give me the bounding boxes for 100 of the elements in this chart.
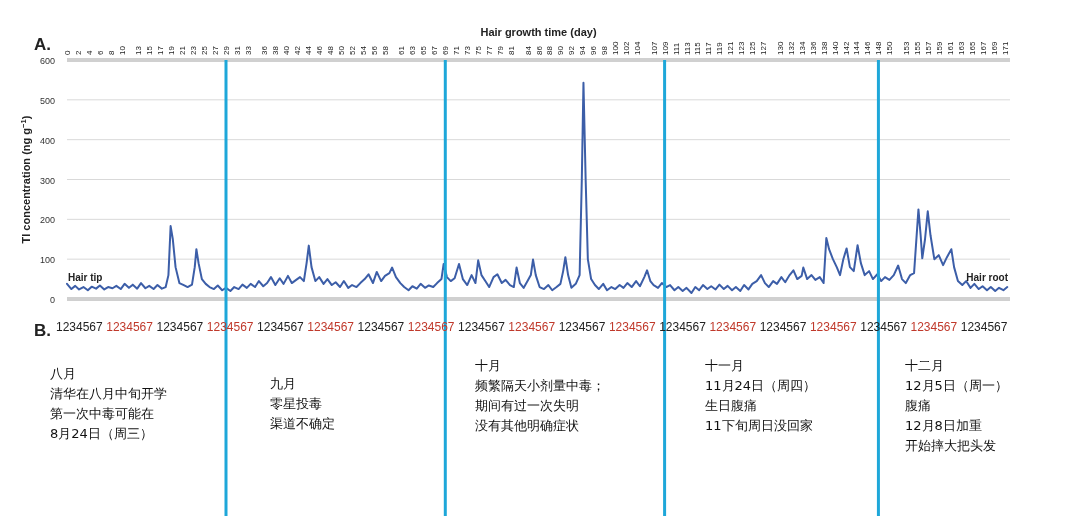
text: 九月 bbox=[270, 376, 296, 391]
x-tick-label: 48 bbox=[326, 45, 336, 55]
x-tick-label: 130 bbox=[775, 41, 785, 55]
text: B. bbox=[34, 321, 51, 340]
text: 1234567 bbox=[307, 320, 355, 334]
x-tick-label: 58 bbox=[380, 45, 390, 55]
text: 1234567 bbox=[759, 320, 807, 334]
x-tick-label: 44 bbox=[304, 45, 314, 55]
x-tick-label: 36 bbox=[260, 45, 270, 55]
text: 渠道不确定 bbox=[270, 416, 335, 431]
x-tick-label: 111 bbox=[671, 42, 681, 55]
text: 1234567 bbox=[257, 320, 305, 334]
text: 1234567 bbox=[910, 320, 958, 334]
text: 期间有过一次失明 bbox=[475, 398, 579, 413]
x-tick-label: 81 bbox=[507, 45, 517, 55]
x-tick-label: 159 bbox=[934, 41, 944, 55]
x-tick-label: 134 bbox=[797, 41, 807, 55]
x-tick-label: 8 bbox=[106, 50, 116, 55]
text: 零星投毒 bbox=[270, 396, 322, 411]
text: 1234567 bbox=[357, 320, 405, 334]
y-tick-label: 0 bbox=[49, 295, 55, 305]
text: 12月5日（周一） bbox=[905, 378, 1008, 393]
x-tick-label: 125 bbox=[748, 41, 758, 55]
x-tick-label: 2 bbox=[73, 50, 83, 55]
text: 十一月 bbox=[705, 358, 744, 373]
text: 1234567 bbox=[709, 320, 757, 334]
x-tick-label: 50 bbox=[337, 45, 347, 55]
text: 腹痛 bbox=[905, 398, 931, 413]
x-tick-label: 73 bbox=[463, 45, 473, 55]
x-tick-label: 86 bbox=[534, 45, 544, 55]
x-tick-label: 17 bbox=[156, 45, 166, 55]
text: 没有其他明确症状 bbox=[475, 418, 579, 433]
x-tick-label: 31 bbox=[232, 45, 242, 55]
x-tick-label: 163 bbox=[956, 41, 966, 55]
x-tick-label: 157 bbox=[923, 41, 933, 55]
x-tick-label: 33 bbox=[243, 45, 253, 55]
x-tick-label: 92 bbox=[567, 45, 577, 55]
x-tick-label: 148 bbox=[874, 41, 884, 55]
text: 11下旬周日没回家 bbox=[705, 418, 813, 433]
x-tick-label: 40 bbox=[282, 45, 292, 55]
x-tick-label: 113 bbox=[682, 41, 692, 55]
text: 8月24日（周三） bbox=[50, 426, 153, 441]
text: 第一次中毒可能在 bbox=[50, 406, 154, 421]
x-tick-label: 67 bbox=[430, 45, 440, 55]
x-tick-label: 171 bbox=[1000, 41, 1010, 55]
text: 频繁隔天小剂量中毒； bbox=[475, 378, 605, 393]
x-tick-label: 96 bbox=[589, 45, 599, 55]
x-tick-label: 61 bbox=[397, 45, 407, 55]
x-tick-label: 121 bbox=[726, 41, 736, 55]
text: 1234567 bbox=[809, 320, 857, 334]
x-tick-label: 27 bbox=[211, 45, 221, 55]
text: 1234567 bbox=[458, 320, 506, 334]
x-tick-label: 23 bbox=[189, 45, 199, 55]
x-tick-label: 15 bbox=[145, 45, 155, 55]
x-tick-label: 109 bbox=[660, 41, 670, 55]
x-tick-label: 69 bbox=[441, 45, 451, 55]
x-tick-label: 138 bbox=[819, 41, 829, 55]
text: 八月 bbox=[50, 366, 76, 381]
text: 1234567 bbox=[156, 320, 204, 334]
text: 1234567 bbox=[960, 320, 1008, 334]
x-tick-label: 155 bbox=[912, 41, 922, 55]
text: 1234567 bbox=[56, 320, 104, 334]
y-tick-label: 500 bbox=[39, 95, 55, 106]
x-tick-label: 54 bbox=[359, 45, 369, 55]
text: 生日腹痛 bbox=[705, 398, 757, 413]
text: 十月 bbox=[475, 358, 501, 373]
x-tick-label: 52 bbox=[348, 45, 358, 55]
x-tick-label: 167 bbox=[978, 41, 988, 55]
x-tick-label: 46 bbox=[315, 45, 325, 55]
x-tick-label: 0 bbox=[63, 50, 72, 55]
text: 1234567 bbox=[508, 320, 556, 334]
x-tick-label: 6 bbox=[95, 50, 105, 55]
x-tick-label: 42 bbox=[293, 45, 303, 55]
x-tick-label: 123 bbox=[737, 41, 747, 55]
x-tick-label: 94 bbox=[578, 45, 588, 55]
text: 1234567 bbox=[106, 320, 154, 334]
x-tick-label: 10 bbox=[117, 45, 127, 55]
x-tick-label: 56 bbox=[370, 45, 380, 55]
x-axis-title: Hair growth time (day) bbox=[480, 26, 597, 38]
x-tick-label: 65 bbox=[419, 45, 429, 55]
y-tick-label: 300 bbox=[39, 175, 55, 186]
x-tick-label: 38 bbox=[271, 45, 281, 55]
text: 1234567 bbox=[558, 320, 606, 334]
x-tick-label: 90 bbox=[556, 45, 566, 55]
x-tick-label: 13 bbox=[134, 45, 144, 55]
x-tick-label: 119 bbox=[715, 41, 725, 55]
line-series bbox=[66, 81, 1009, 295]
x-tick-label: 71 bbox=[452, 45, 462, 55]
y-tick-label: 600 bbox=[39, 56, 55, 66]
y-tick-label: 100 bbox=[39, 255, 55, 266]
x-tick-label: 102 bbox=[622, 41, 632, 55]
x-tick-label: 117 bbox=[704, 41, 714, 55]
x-tick-label: 153 bbox=[901, 41, 911, 55]
y-tick-label: 200 bbox=[39, 215, 55, 226]
x-tick-label: 4 bbox=[84, 50, 94, 55]
x-tick-label: 165 bbox=[967, 41, 977, 55]
x-tick-label: 142 bbox=[841, 41, 851, 55]
text: 11月24日（周四） bbox=[705, 378, 817, 393]
x-tick-label: 79 bbox=[496, 45, 506, 55]
x-tick-label: 25 bbox=[200, 45, 210, 55]
